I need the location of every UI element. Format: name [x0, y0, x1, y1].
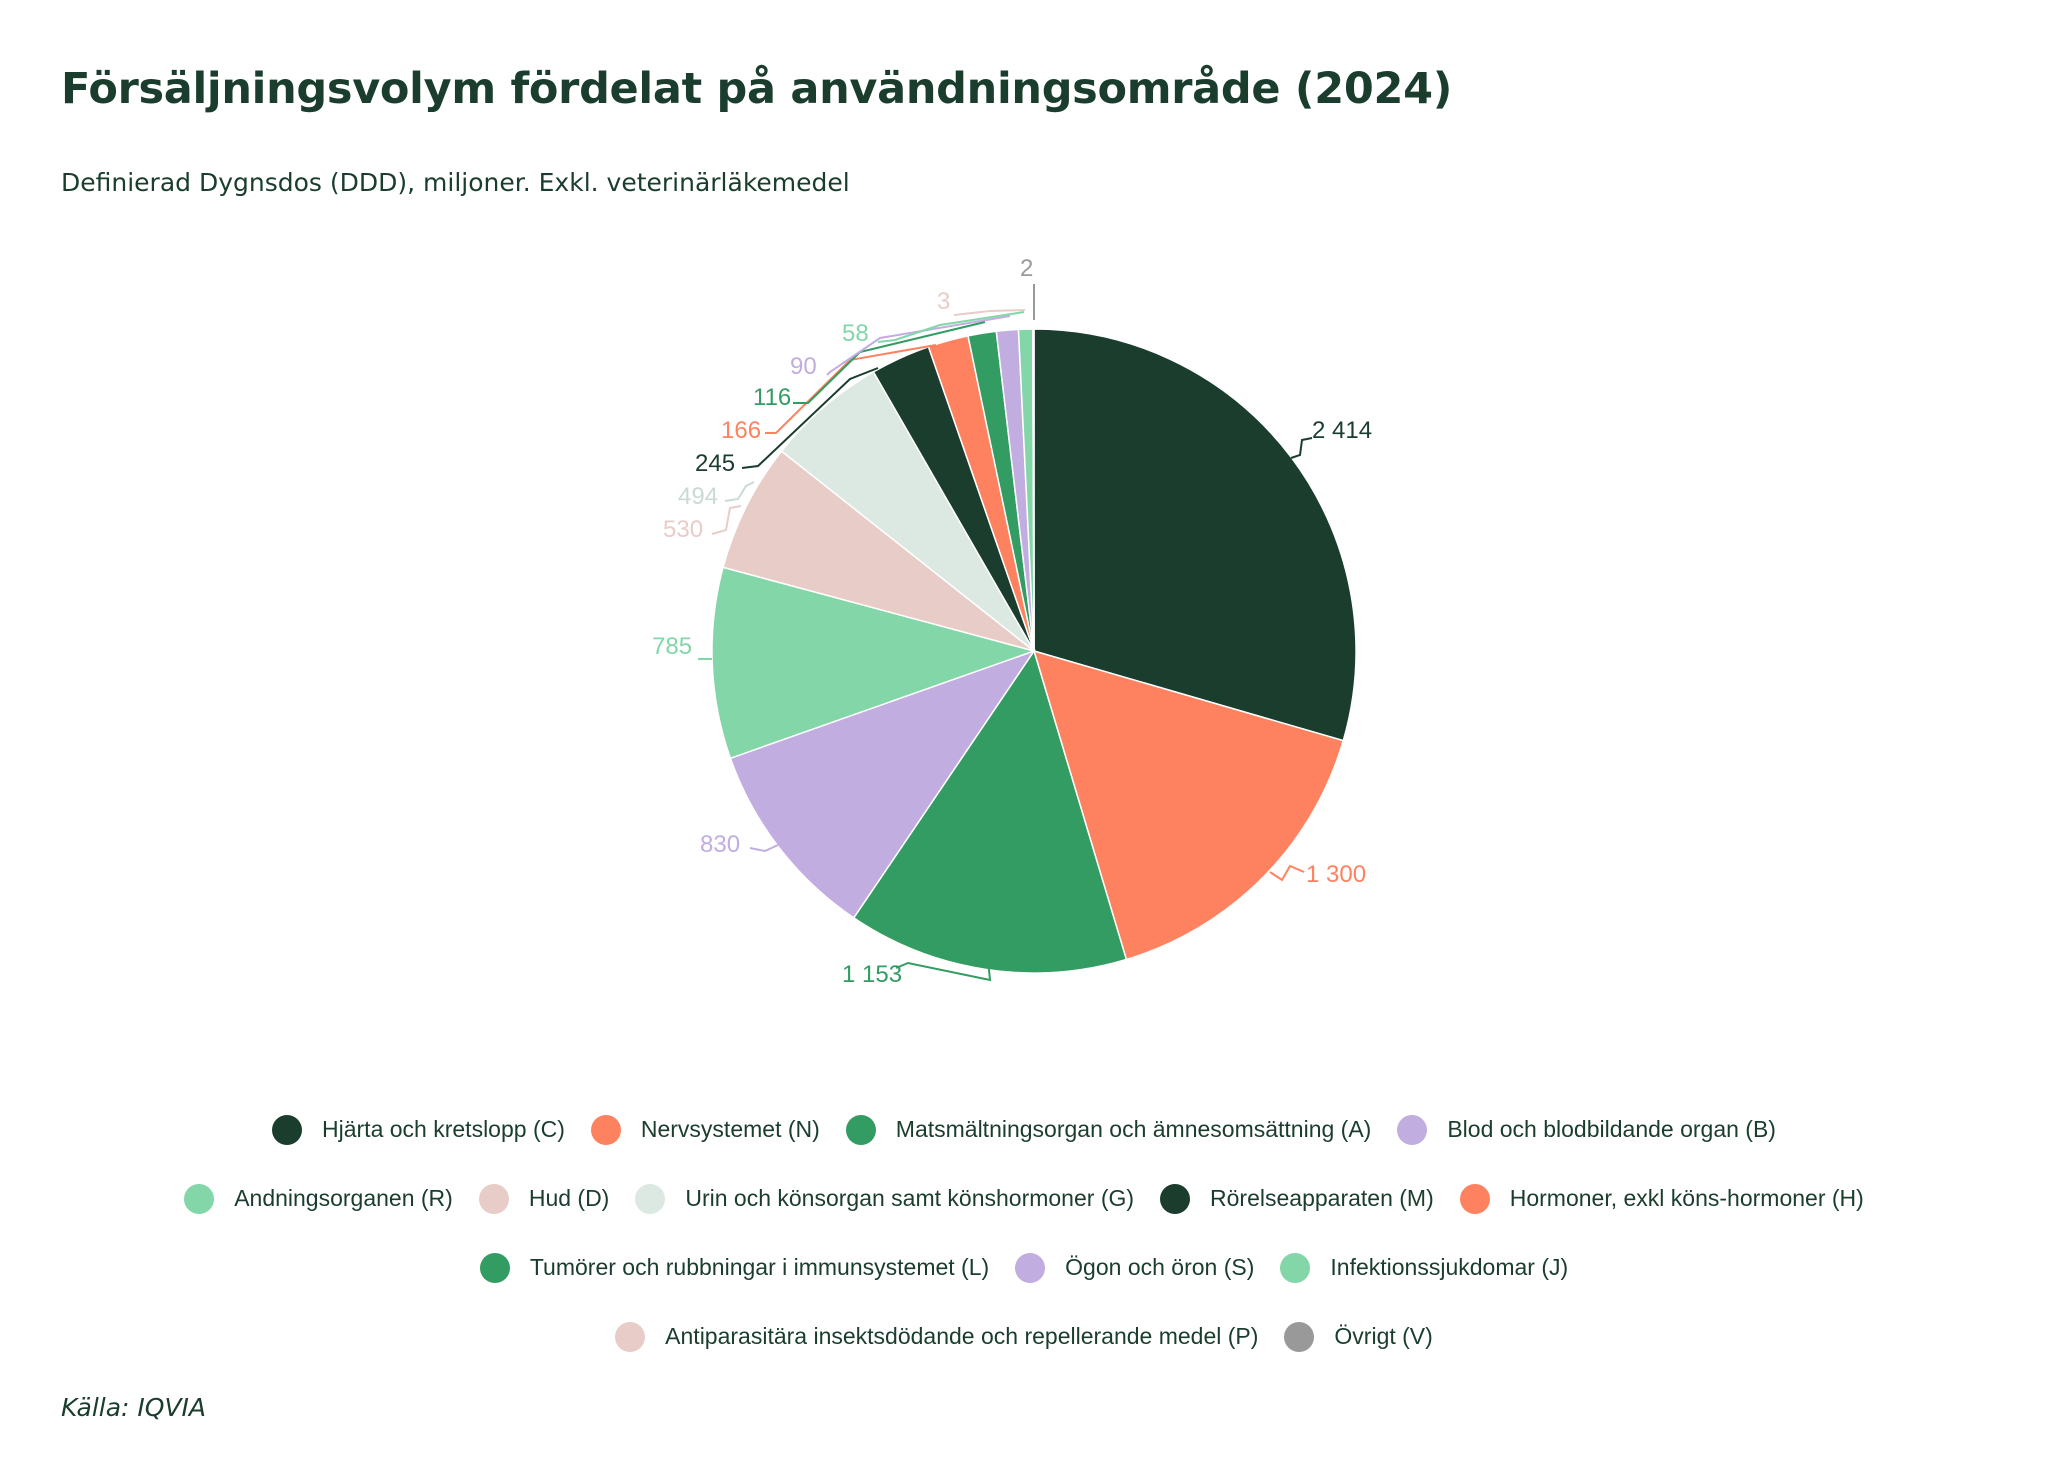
legend-item[interactable]: Hormoner, exkl köns-hormoner (H) [1459, 1183, 1864, 1214]
legend-label: Urin och könsorgan samt könshormoner (G) [685, 1185, 1135, 1211]
legend-row: Tumörer och rubbningar i immunsystemet (… [40, 1233, 2008, 1302]
legend-label: Antiparasitära insektsdödande och repell… [665, 1323, 1259, 1349]
pie-slice[interactable] [711, 566, 1037, 760]
legend-item[interactable]: Övrigt (V) [1284, 1321, 1433, 1352]
legend-swatch [590, 1114, 621, 1145]
pie-slice[interactable] [722, 450, 1035, 652]
legend-swatch [635, 1183, 666, 1214]
pie-slice[interactable] [1032, 649, 1345, 961]
legend-item[interactable]: Blod och blodbildande organ (B) [1397, 1114, 1776, 1145]
legend-swatch [272, 1114, 303, 1145]
legend-swatch [1280, 1252, 1311, 1283]
legend-label: Rörelseapparaten (M) [1210, 1185, 1434, 1211]
legend-swatch [845, 1114, 876, 1145]
legend-swatch [1284, 1321, 1315, 1352]
legend-label: Nervsystemet (N) [640, 1116, 820, 1142]
legend-label: Infektionssjukdomar (J) [1330, 1254, 1569, 1280]
legend-row: Andningsorganen (R) Hud (D) Urin och kön… [40, 1164, 2008, 1233]
value-label: 830 [700, 831, 740, 858]
pie-slice[interactable] [780, 370, 1035, 652]
legend-label: Blod och blodbildande organ (B) [1447, 1116, 1776, 1142]
legend-item[interactable]: Hud (D) [478, 1183, 610, 1214]
legend-item[interactable]: Antiparasitära insektsdödande och repell… [615, 1321, 1259, 1352]
legend-item[interactable]: Ögon och öron (S) [1015, 1252, 1255, 1283]
legend-label: Hud (D) [528, 1185, 610, 1211]
leader-line [1269, 864, 1305, 882]
legend-item[interactable]: Infektionssjukdomar (J) [1280, 1252, 1569, 1283]
leader-line [749, 844, 779, 853]
legend-row: Antiparasitära insektsdödande och repell… [40, 1302, 2008, 1371]
legend-swatch [1160, 1183, 1191, 1214]
chart-subtitle: Definierad Dygnsdos (DDD), miljoner. Exk… [61, 168, 850, 197]
value-label: 785 [652, 633, 692, 660]
legend-label: Ögon och öron (S) [1065, 1254, 1255, 1280]
value-label: 116 [753, 384, 791, 411]
leader-line [741, 367, 879, 469]
leader-line [765, 344, 937, 434]
value-label: 1 153 [842, 961, 902, 988]
legend-label: Andningsorganen (R) [234, 1185, 453, 1211]
leader-line [877, 311, 1025, 343]
value-label: 530 [663, 516, 703, 543]
chart-title: Försäljningsvolym fördelat på användning… [61, 64, 1453, 114]
leader-line [1290, 437, 1313, 459]
legend-label: Hormoner, exkl köns-hormoner (H) [1509, 1185, 1864, 1211]
legend-item[interactable]: Tumörer och rubbningar i immunsystemet (… [479, 1252, 990, 1283]
leader-line [826, 315, 1011, 376]
value-label: 494 [678, 483, 718, 510]
leader-line [895, 959, 992, 982]
value-label: 2 [1020, 255, 1033, 282]
legend-label: Matsmältningsorgan och ämnesomsättning (… [895, 1116, 1372, 1142]
legend: Hjärta och kretslopp (C) Nervsystemet (N… [40, 1095, 2008, 1371]
legend-swatch [1015, 1252, 1046, 1283]
pie-slice[interactable] [729, 649, 1036, 919]
pie-slice[interactable] [852, 649, 1128, 974]
legend-item[interactable]: Urin och könsorgan samt könshormoner (G) [635, 1183, 1135, 1214]
value-label: 1 300 [1306, 861, 1366, 888]
legend-swatch [1459, 1183, 1490, 1214]
value-label: 3 [937, 288, 950, 315]
value-label: 58 [842, 320, 869, 347]
leader-line [724, 481, 755, 502]
value-label: 2 414 [1312, 417, 1372, 444]
legend-swatch [184, 1183, 215, 1214]
legend-label: Övrigt (V) [1334, 1323, 1433, 1349]
leader-line [953, 309, 1026, 316]
legend-label: Hjärta och kretslopp (C) [322, 1116, 565, 1142]
legend-item[interactable]: Rörelseapparaten (M) [1160, 1183, 1434, 1214]
legend-label: Tumörer och rubbningar i immunsystemet (… [529, 1254, 990, 1280]
value-label: 90 [790, 353, 817, 380]
value-label: 166 [721, 417, 761, 444]
legend-swatch [479, 1252, 510, 1283]
legend-item[interactable]: Nervsystemet (N) [590, 1114, 820, 1145]
value-label: 245 [695, 450, 735, 477]
legend-item[interactable]: Andningsorganen (R) [184, 1183, 453, 1214]
legend-item[interactable]: Hjärta och kretslopp (C) [272, 1114, 565, 1145]
source-note: Källa: IQVIA [61, 1393, 207, 1422]
legend-swatch [1397, 1114, 1428, 1145]
legend-swatch [615, 1321, 646, 1352]
legend-item[interactable]: Matsmältningsorgan och ämnesomsättning (… [845, 1114, 1372, 1145]
legend-swatch [478, 1183, 509, 1214]
leader-line [711, 505, 742, 535]
legend-row: Hjärta och kretslopp (C) Nervsystemet (N… [40, 1095, 2008, 1164]
leader-line [793, 321, 986, 404]
